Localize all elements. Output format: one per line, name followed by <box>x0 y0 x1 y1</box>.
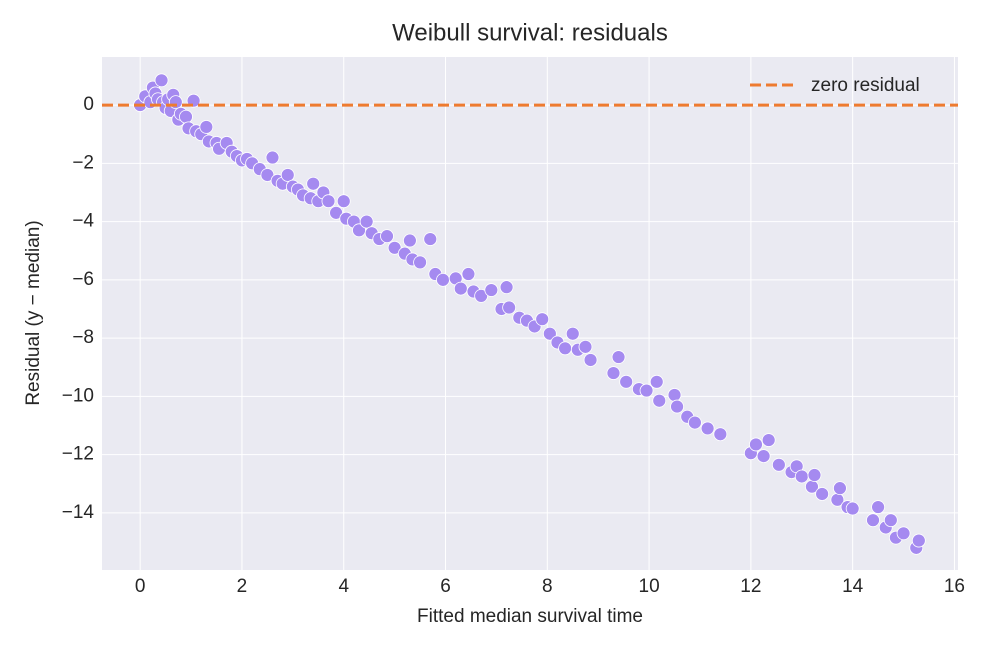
x-tick-label: 6 <box>440 576 451 597</box>
point <box>199 120 214 134</box>
point <box>502 300 517 315</box>
y-tick-label: −10 <box>62 385 94 406</box>
point <box>423 232 438 246</box>
point <box>652 393 667 408</box>
point <box>578 339 593 354</box>
point <box>280 168 295 182</box>
point <box>606 366 621 380</box>
point <box>565 326 580 341</box>
point <box>911 533 926 548</box>
y-tick-label: 0 <box>83 94 94 115</box>
point <box>896 526 911 541</box>
y-tick-label: −8 <box>72 327 94 348</box>
point <box>807 468 822 482</box>
point <box>535 312 550 327</box>
point <box>336 194 351 209</box>
point <box>461 267 476 281</box>
point <box>611 350 626 364</box>
legend-label: zero residual <box>811 75 920 96</box>
point <box>179 109 193 124</box>
point <box>713 427 728 442</box>
point <box>402 233 417 248</box>
point <box>749 437 763 452</box>
x-axis-label: Fitted median survival time <box>417 606 643 627</box>
y-axis-label: Residual (y − median) <box>23 220 44 405</box>
point <box>380 229 394 244</box>
x-tick-label: 10 <box>639 576 660 597</box>
x-tick-label: 4 <box>338 576 349 597</box>
point <box>687 415 702 430</box>
point <box>845 501 860 516</box>
point <box>154 73 169 88</box>
point <box>871 500 885 514</box>
point <box>321 194 336 209</box>
x-tick-label: 8 <box>542 576 553 597</box>
point <box>542 326 557 341</box>
point <box>670 399 684 414</box>
point <box>484 283 499 297</box>
x-tick-label: 12 <box>740 576 761 597</box>
x-tick-label: 14 <box>842 576 864 597</box>
point <box>833 481 847 496</box>
point <box>667 388 682 402</box>
point <box>815 487 830 501</box>
point <box>756 449 771 463</box>
y-tick-label: −6 <box>72 269 94 290</box>
point <box>649 374 664 389</box>
x-tick-label: 2 <box>237 576 248 597</box>
y-tick-label: −14 <box>62 502 95 523</box>
point <box>436 272 450 287</box>
point <box>866 513 880 528</box>
point <box>771 457 786 472</box>
y-tick-label: −12 <box>62 444 94 465</box>
point <box>265 150 280 165</box>
point <box>761 433 776 447</box>
point <box>794 469 809 484</box>
point <box>359 214 374 229</box>
plot-area <box>102 57 958 570</box>
point <box>453 281 468 296</box>
point <box>619 374 634 389</box>
point <box>413 255 427 270</box>
y-tick-label: −4 <box>72 211 94 232</box>
x-tick-label: 16 <box>944 576 965 597</box>
point <box>499 280 514 295</box>
point <box>700 421 715 436</box>
point <box>306 176 321 191</box>
point <box>168 95 183 110</box>
x-tick-label: 0 <box>135 576 146 597</box>
point <box>583 353 598 367</box>
y-tick-label: −2 <box>72 152 94 173</box>
point <box>639 383 654 398</box>
chart-title: Weibull survival: residuals <box>392 19 668 46</box>
point <box>883 513 898 528</box>
point <box>558 341 573 356</box>
